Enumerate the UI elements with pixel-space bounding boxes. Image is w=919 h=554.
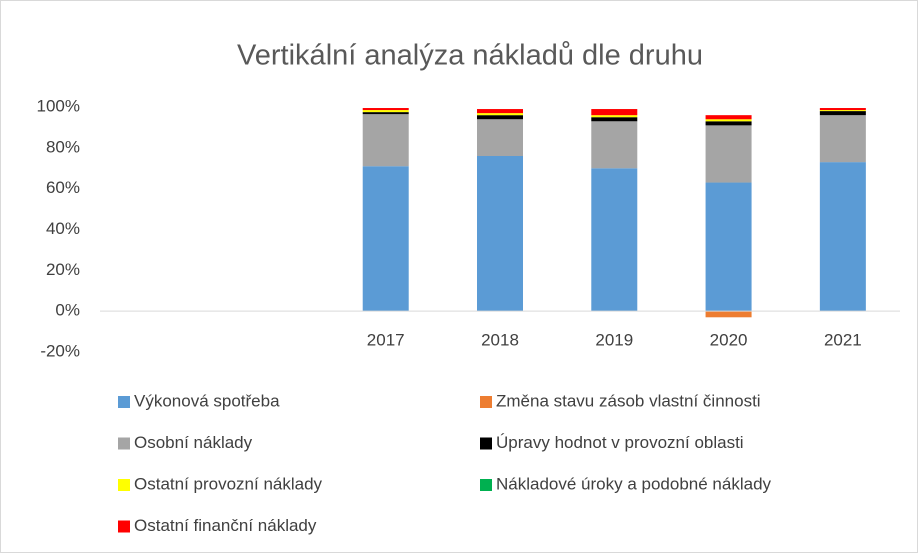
y-tick-label: 60% <box>46 178 80 197</box>
x-tick-label: 2021 <box>824 331 862 350</box>
legend-label: Ostatní finanční náklady <box>134 516 317 535</box>
x-tick-label: 2018 <box>481 331 519 350</box>
legend-swatch <box>480 437 492 450</box>
bar-segment <box>477 113 523 116</box>
legend-swatch <box>118 396 130 408</box>
bar-segment <box>591 117 638 122</box>
x-tick-label: 2020 <box>710 331 748 350</box>
bar-segment <box>705 182 752 312</box>
legend-label: Výkonová spotřeba <box>134 391 280 410</box>
bar-segment <box>477 115 523 120</box>
legend-label: Úpravy hodnot v provozní oblasti <box>496 433 744 452</box>
bar-segment <box>819 162 866 312</box>
bar-segment <box>819 115 866 163</box>
legend-label: Osobní náklady <box>134 433 253 452</box>
y-tick-label: -20% <box>40 341 80 360</box>
bar-segment <box>591 168 638 312</box>
y-tick-label: 40% <box>46 219 80 238</box>
bar-segment <box>705 121 752 126</box>
bar-segment <box>819 108 866 111</box>
legend-swatch <box>118 437 130 450</box>
bar-segment <box>705 311 752 318</box>
legend-swatch <box>118 520 130 533</box>
chart-title: Vertikální analýza nákladů dle druhu <box>237 40 703 72</box>
y-tick-label: 80% <box>46 137 80 156</box>
y-tick-label: 0% <box>55 301 80 320</box>
legend-swatch <box>480 396 492 408</box>
x-tick-label: 2019 <box>595 331 633 350</box>
y-tick-label: 20% <box>46 260 80 279</box>
bar-segment <box>705 115 752 120</box>
bar-segment <box>591 121 638 169</box>
bar-segment <box>591 115 638 118</box>
legend-label: Změna stavu zásob vlastní činnosti <box>496 391 761 410</box>
bar-segment <box>705 119 752 122</box>
bar-segment <box>477 156 523 312</box>
y-tick-label: 100% <box>37 96 80 115</box>
bar-segment <box>591 109 638 116</box>
bar-segment <box>477 109 523 114</box>
legend-label: Nákladové úroky a podobné náklady <box>496 474 772 493</box>
bar-segment <box>819 110 866 112</box>
bar-segment <box>705 125 752 183</box>
legend-label: Ostatní provozní náklady <box>134 474 323 493</box>
bar-segment <box>819 111 866 116</box>
legend-swatch <box>480 479 492 491</box>
bar-segment <box>362 112 409 115</box>
bar-segment <box>362 114 409 167</box>
bar-segment <box>362 110 409 113</box>
bar-segment <box>362 166 409 312</box>
legend-swatch <box>118 479 130 491</box>
bar-segment <box>362 108 409 111</box>
x-tick-label: 2017 <box>367 331 405 350</box>
bar-segment <box>477 119 523 156</box>
